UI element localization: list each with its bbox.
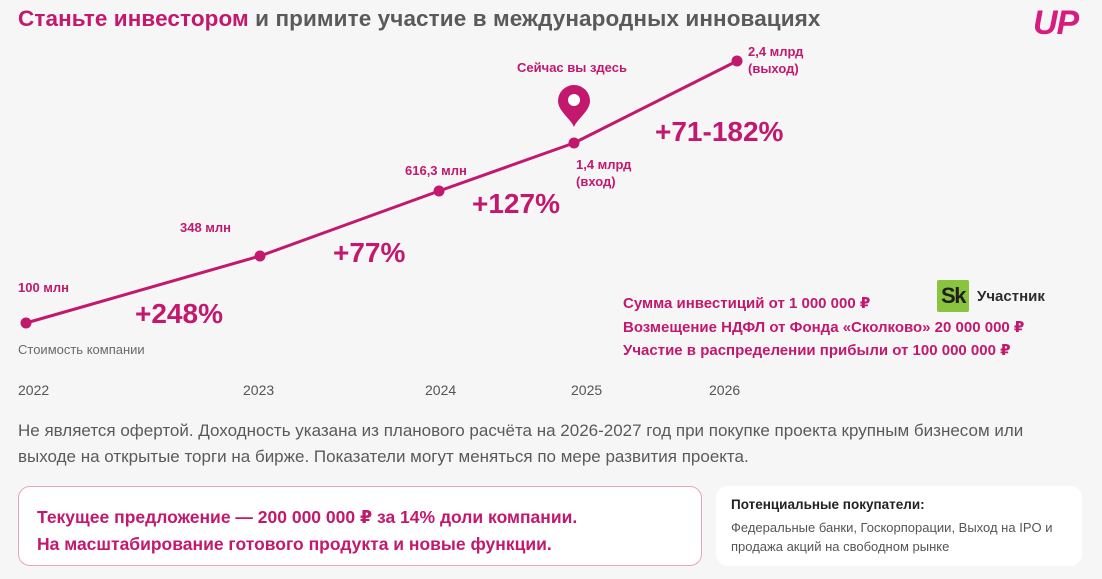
page-title-rest: и примите участие в международных иннова…	[248, 6, 821, 31]
disclaimer: Не является офертой. Доходность указана …	[18, 421, 1024, 466]
growth-label-4: +71-182%	[655, 116, 784, 147]
value-label-2026-sub: (выход)	[748, 61, 799, 76]
growth-chart: 100 млн 348 млн 616,3 млн 1,4 млрд (вход) 2,4…	[18, 44, 804, 398]
offer-line-1: Текущее предложение — 200 000 000 ₽ за 1…	[37, 507, 578, 527]
data-point-2024	[433, 185, 445, 197]
value-label-2022: 100 млн	[18, 280, 69, 295]
value-label-2024: 616,3 млн	[405, 163, 467, 178]
up-logo: UP	[1033, 4, 1079, 42]
data-point-2025	[568, 137, 580, 149]
skolkovo-badge: Sk Участник	[937, 280, 1045, 312]
year-label-2022: 2022	[18, 382, 49, 398]
page-title-accent: Станьте инвестором	[18, 6, 249, 31]
growth-label-1: +248%	[135, 298, 223, 329]
perk-tax-refund: Возмещение НДФЛ от Фонда «Сколково» 20 0…	[623, 318, 1025, 336]
data-point-2023	[254, 250, 266, 262]
buyers-title: Потенциальные покупатели:	[731, 497, 925, 512]
skolkovo-label: Участник	[977, 287, 1045, 305]
page-title: Станьте инвестором и примите участие в м…	[18, 6, 821, 32]
marker-label: Сейчас вы здесь	[517, 60, 627, 75]
series-line	[25, 59, 738, 325]
value-label-2023: 348 млн	[180, 220, 231, 235]
year-label-2024: 2024	[425, 382, 456, 398]
year-label-2026: 2026	[709, 382, 740, 398]
year-label-2023: 2023	[243, 382, 274, 398]
value-label-2026: 2,4 млрд	[748, 44, 804, 59]
investor-perks: Сумма инвестиций от 1 000 000 ₽ Возмещен…	[623, 292, 1024, 363]
value-label-2025-sub: (вход)	[576, 174, 616, 189]
buyers-text: Федеральные банки, Госкорпорации, Выход …	[731, 520, 1053, 554]
growth-label-2: +77%	[333, 237, 405, 268]
data-point-2026	[731, 55, 743, 67]
buyers-card: Потенциальные покупатели: Федеральные ба…	[716, 486, 1082, 566]
value-label-2025: 1,4 млрд	[576, 157, 632, 172]
perk-investment-amount: Сумма инвестиций от 1 000 000 ₽	[623, 295, 871, 312]
perk-profit-share: Участие в распределении прибыли от 100 0…	[623, 342, 1011, 359]
data-point-2022	[20, 317, 32, 329]
growth-label-3: +127%	[472, 188, 560, 219]
year-label-2025: 2025	[571, 382, 602, 398]
skolkovo-logo: Sk	[937, 280, 969, 312]
axis-title: Стоимость компании	[18, 342, 145, 357]
location-pin-hole	[568, 94, 580, 106]
offer-line-2: На масштабирование готового продукта и н…	[37, 534, 552, 554]
offer-card: Текущее предложение — 200 000 000 ₽ за 1…	[18, 486, 702, 566]
